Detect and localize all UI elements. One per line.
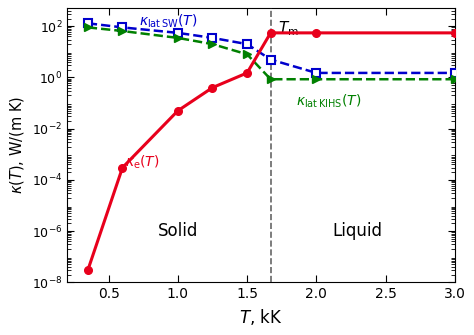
Text: Liquid: Liquid	[333, 222, 383, 240]
Text: $\kappa_\mathregular{lat\,SW}(T)$: $\kappa_\mathregular{lat\,SW}(T)$	[139, 13, 198, 30]
Text: $\kappa_\mathregular{lat\,KIHS}(T)$: $\kappa_\mathregular{lat\,KIHS}(T)$	[295, 93, 361, 110]
Text: $T_\mathregular{m}$: $T_\mathregular{m}$	[278, 20, 298, 39]
Text: Solid: Solid	[158, 222, 198, 240]
Y-axis label: $\kappa(T)$, W/(m K): $\kappa(T)$, W/(m K)	[9, 96, 27, 194]
Text: $\kappa_\mathregular{e}(T)$: $\kappa_\mathregular{e}(T)$	[125, 153, 160, 171]
X-axis label: $T$, kK: $T$, kK	[239, 307, 283, 327]
